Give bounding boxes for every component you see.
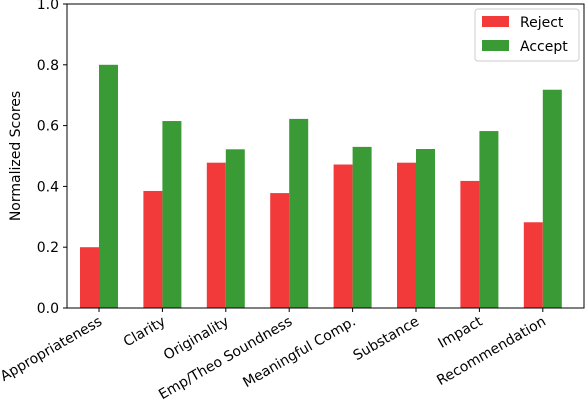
bar-accept-5 (416, 149, 435, 308)
legend: Reject Accept (474, 8, 580, 62)
bars-group (80, 64, 562, 308)
bar-accept-3 (289, 118, 309, 308)
legend-label-reject: Reject (520, 15, 564, 31)
bar-accept-2 (225, 149, 245, 308)
bar-accept-1 (162, 121, 182, 308)
y-tick-label-2: 0.4 (37, 179, 59, 195)
x-tick-label-4: Meaningful Comp. (240, 314, 358, 391)
y-tick-label-1: 0.2 (37, 240, 59, 256)
x-tick-label-5: Substance (351, 314, 422, 364)
x-tick-label-1: Clarity (121, 314, 169, 351)
bar-reject-0 (80, 247, 99, 308)
y-tick-label-5: 1.0 (37, 0, 59, 13)
y-tick-label-4: 0.8 (37, 58, 59, 74)
bar-reject-7 (523, 222, 543, 308)
x-tick-label-7: Recommendation (434, 314, 549, 389)
y-axis: 0.0 0.2 0.4 0.6 0.8 1.0 (37, 0, 67, 317)
x-tick-label-6: Impact (435, 313, 485, 351)
bar-reject-3 (270, 193, 290, 308)
plot-frame (66, 3, 585, 309)
y-axis-label: Normalized Scores (8, 91, 24, 221)
x-axis: Appropriateness ClarityOriginalityEmp/The… (0, 308, 549, 402)
y-tick-label-0: 0.0 (37, 301, 59, 317)
legend-swatch-accept (482, 40, 509, 51)
bar-reject-6 (460, 180, 480, 308)
bar-reject-2 (206, 162, 226, 308)
bar-accept-7 (542, 89, 562, 308)
y-tick-label-3: 0.6 (37, 119, 59, 135)
x-tick-label-0: Appropriateness (0, 314, 105, 385)
bar-accept-6 (479, 131, 499, 308)
legend-swatch-reject (482, 16, 509, 27)
bar-accept-0 (99, 64, 118, 308)
legend-label-accept: Accept (520, 39, 568, 55)
bar-reject-1 (143, 190, 163, 308)
bar-accept-4 (352, 146, 372, 308)
bar-reject-5 (397, 162, 416, 308)
bar-reject-4 (333, 164, 353, 308)
